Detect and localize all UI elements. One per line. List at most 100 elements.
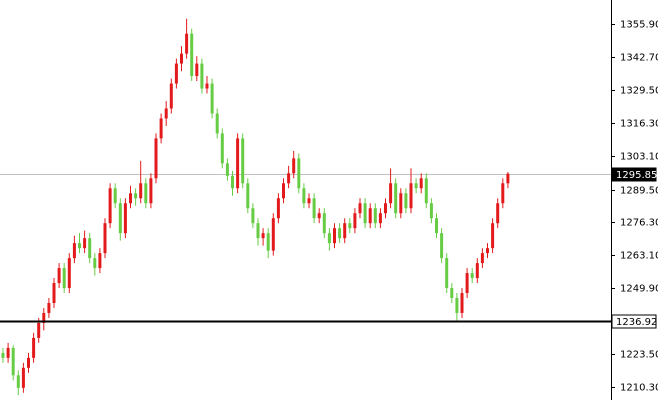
level-line-box bbox=[611, 314, 657, 329]
candle-body bbox=[302, 188, 306, 204]
candle-body bbox=[236, 138, 240, 189]
candle-body bbox=[327, 233, 331, 244]
candle-body bbox=[435, 218, 438, 234]
candle-body bbox=[373, 208, 377, 224]
candle-body bbox=[62, 268, 66, 289]
candle-body bbox=[404, 193, 408, 209]
candle-body bbox=[292, 158, 296, 174]
candle-body bbox=[88, 238, 92, 259]
candle-body bbox=[363, 203, 367, 224]
candle-body bbox=[486, 248, 489, 254]
candle-body bbox=[312, 198, 316, 219]
candle-body bbox=[384, 203, 387, 214]
y-tick-label: 1316.30 bbox=[620, 119, 658, 130]
candle-body bbox=[276, 198, 280, 219]
candle-body bbox=[343, 223, 347, 239]
candle-body bbox=[11, 347, 15, 376]
level-line-label: 1236.92 bbox=[616, 317, 657, 328]
candle-body bbox=[129, 193, 132, 204]
candle-body bbox=[21, 367, 25, 388]
candle-body bbox=[358, 203, 362, 214]
candle-body bbox=[144, 183, 148, 204]
candle-body bbox=[210, 83, 214, 114]
candle-body bbox=[108, 188, 112, 224]
candle-body bbox=[164, 108, 168, 119]
candle-body bbox=[27, 357, 30, 368]
candle-body bbox=[149, 178, 153, 204]
candle-body bbox=[37, 322, 41, 338]
candle-body bbox=[246, 183, 250, 209]
price-line-label: 1295.85 bbox=[616, 170, 657, 181]
candle-body bbox=[475, 263, 479, 279]
candle-body bbox=[123, 203, 127, 234]
price-line-box bbox=[611, 167, 657, 182]
candle-body bbox=[215, 113, 219, 134]
candle-body bbox=[394, 183, 398, 214]
candle-body bbox=[419, 178, 423, 189]
y-tick-label: 1263.10 bbox=[620, 251, 658, 262]
candle-body bbox=[450, 288, 454, 299]
candle-body bbox=[93, 258, 97, 269]
candle-body bbox=[52, 283, 56, 303]
candle-body bbox=[297, 158, 301, 189]
candle-body bbox=[333, 228, 336, 244]
candle-body bbox=[78, 243, 81, 249]
y-tick-label: 1223.50 bbox=[620, 350, 658, 361]
candle-body bbox=[83, 238, 87, 249]
candle-body bbox=[353, 213, 357, 229]
candle-body bbox=[501, 183, 505, 204]
candle-body bbox=[251, 208, 255, 224]
candle-body bbox=[322, 213, 326, 234]
candle-body bbox=[169, 83, 173, 109]
candle-body bbox=[134, 193, 138, 199]
candle-body bbox=[16, 375, 20, 388]
candle-body bbox=[67, 258, 71, 289]
candle-body bbox=[200, 63, 204, 89]
candle-body bbox=[455, 298, 459, 313]
candle-body bbox=[491, 223, 495, 249]
candle-body bbox=[98, 253, 102, 269]
candle-body bbox=[6, 347, 10, 358]
candle-body bbox=[506, 173, 510, 184]
candle-body bbox=[113, 188, 117, 204]
candle-body bbox=[42, 312, 46, 323]
candle-body bbox=[348, 223, 352, 229]
candle-body bbox=[389, 183, 393, 204]
y-tick-label: 1249.90 bbox=[620, 284, 658, 295]
candle-body bbox=[47, 302, 51, 313]
candle-body bbox=[287, 173, 291, 184]
y-tick-label: 1342.70 bbox=[620, 53, 658, 64]
y-tick-label: 1276.30 bbox=[620, 218, 658, 229]
candle-body bbox=[159, 118, 163, 139]
candle-body bbox=[496, 203, 500, 224]
candle-body bbox=[72, 243, 76, 259]
candle-body bbox=[205, 83, 209, 89]
candle-body bbox=[266, 233, 270, 251]
y-tick-label: 1303.10 bbox=[620, 152, 658, 163]
candle-body bbox=[118, 203, 122, 234]
candle-body bbox=[103, 223, 107, 254]
candle-body bbox=[317, 213, 321, 219]
candle-body bbox=[174, 63, 178, 84]
candle-body bbox=[154, 138, 158, 179]
candle-body bbox=[32, 337, 36, 358]
candle-body bbox=[465, 273, 469, 294]
candle-body bbox=[480, 253, 484, 264]
y-tick-label: 1355.90 bbox=[620, 20, 658, 31]
candle-body bbox=[220, 133, 224, 164]
candle-body bbox=[414, 183, 418, 189]
candle-body bbox=[185, 33, 189, 54]
candle-body bbox=[271, 218, 275, 251]
y-tick-label: 1329.50 bbox=[620, 86, 658, 97]
candle-body bbox=[282, 183, 285, 199]
candle-body bbox=[231, 175, 234, 189]
candle-body bbox=[399, 193, 403, 214]
candle-body bbox=[307, 198, 311, 204]
candle-body bbox=[470, 273, 474, 279]
candle-body bbox=[139, 183, 143, 199]
candle-body bbox=[368, 208, 372, 224]
y-tick-label: 1210.30 bbox=[620, 383, 658, 394]
candle-body bbox=[445, 258, 449, 289]
